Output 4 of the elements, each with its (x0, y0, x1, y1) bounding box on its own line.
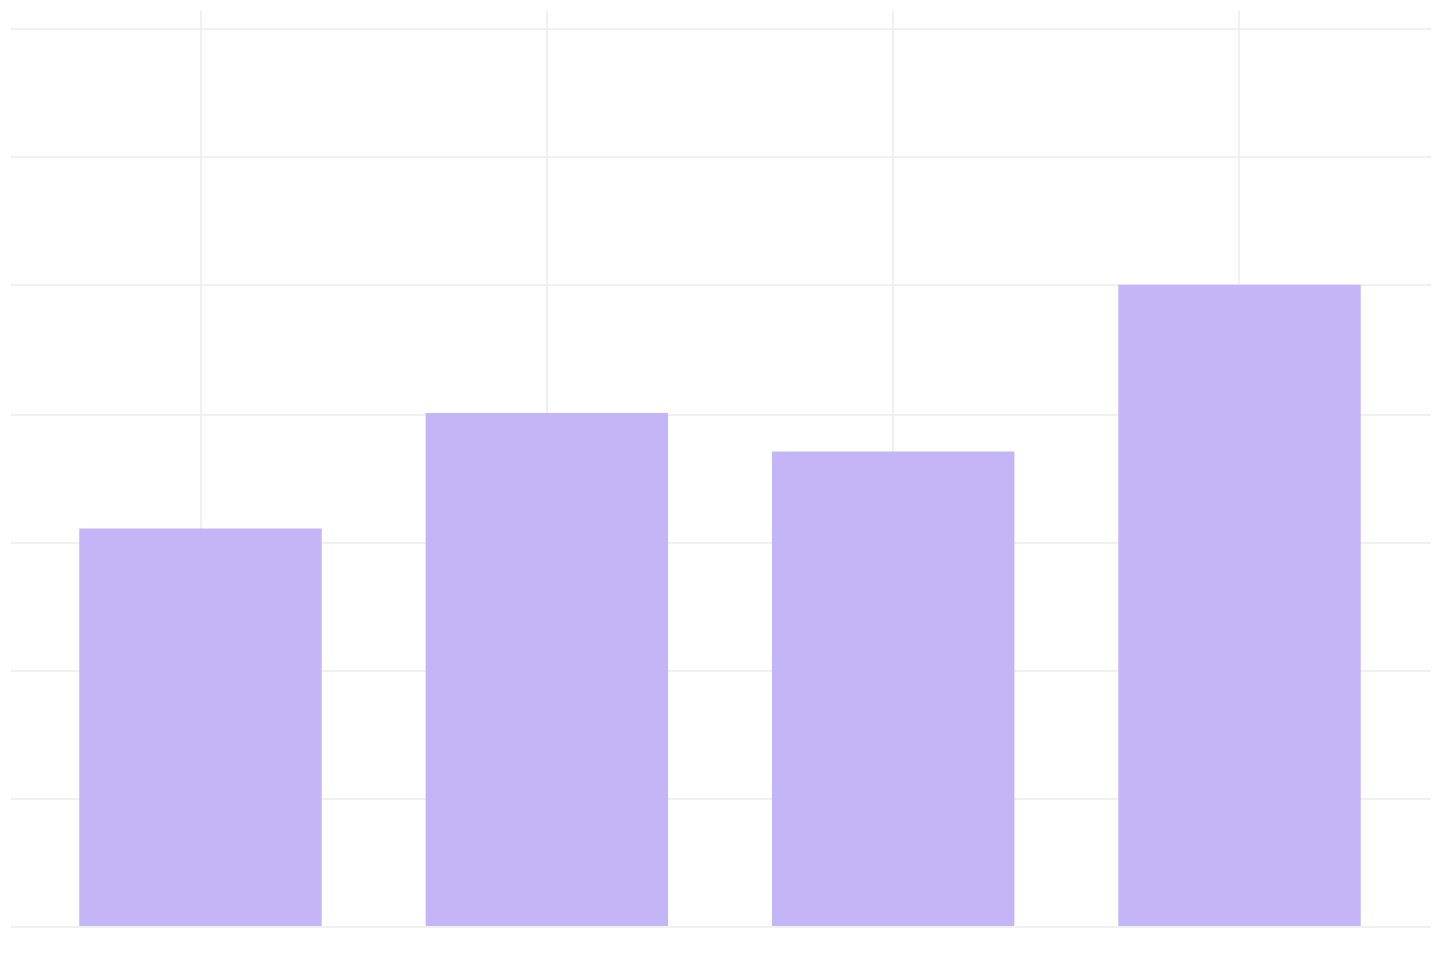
bar (771, 451, 1015, 926)
bar (79, 528, 322, 926)
bar (1118, 284, 1361, 926)
bar (425, 413, 669, 926)
